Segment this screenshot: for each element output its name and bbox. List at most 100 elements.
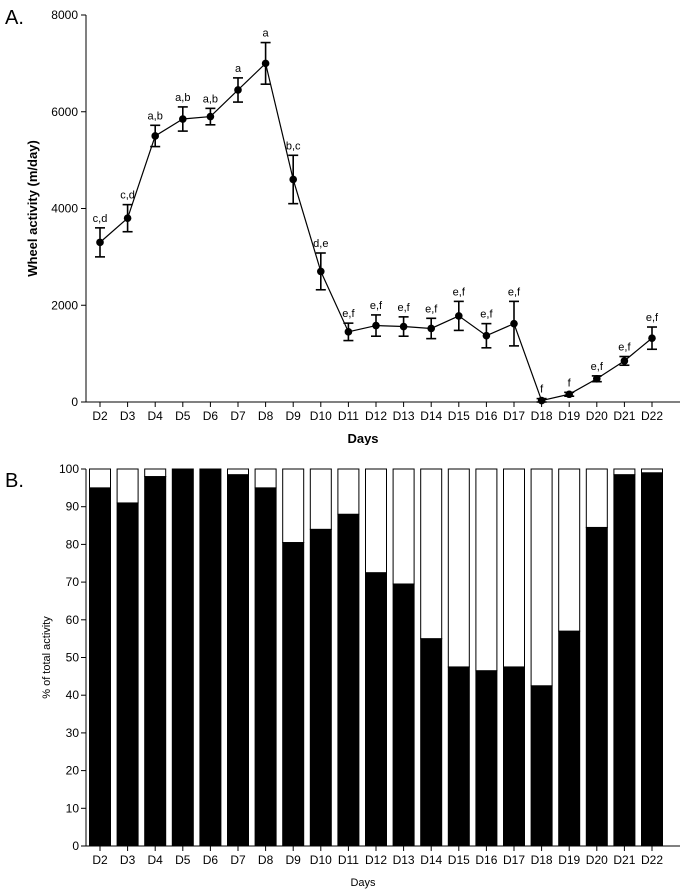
bar-segment-black [585, 526, 608, 847]
x-tick-label-b: D3 [120, 853, 136, 867]
data-point [427, 324, 436, 333]
significance-label: e,f [618, 342, 631, 354]
x-tick-label-b: D15 [448, 853, 470, 867]
bar-segment-black [475, 670, 498, 847]
x-axis-label-b: Days [350, 877, 376, 889]
bar-segment-black [447, 666, 470, 847]
bar-segment-black [530, 685, 553, 847]
x-tick-label-b: D9 [286, 853, 302, 867]
x-tick-label-a: D21 [613, 409, 635, 423]
bar-segment-white [475, 468, 498, 672]
bar-segment-white [585, 468, 608, 528]
x-tick-label-a: D19 [558, 409, 580, 423]
x-tick-label-a: D9 [286, 409, 302, 423]
bar-segment-black [613, 474, 636, 847]
bar-segment-white [227, 468, 249, 476]
y-tick-label-b: 0 [72, 839, 79, 853]
y-tick-label-b: 20 [66, 764, 80, 778]
significance-label: a,b [148, 110, 163, 122]
x-tick-label-b: D10 [310, 853, 332, 867]
significance-label: e,f [591, 361, 604, 373]
y-tick-label-a: 8000 [51, 8, 78, 22]
x-tick-label-a: D15 [448, 409, 470, 423]
bar-segment-white [89, 468, 111, 489]
bar-segment-black [365, 572, 387, 847]
bar-segment-white [392, 468, 415, 585]
data-point [234, 86, 242, 94]
bar-segment-white [420, 468, 443, 640]
x-tick-label-b: D20 [586, 853, 608, 867]
bar-segment-white [282, 468, 305, 544]
y-tick-label-b: 50 [66, 651, 80, 665]
y-tick-label-b: 40 [66, 688, 80, 702]
data-point [537, 396, 546, 405]
data-point [289, 175, 298, 184]
significance-label: a,b [175, 92, 190, 104]
x-tick-label-a: D22 [641, 409, 663, 423]
significance-label: a [263, 28, 270, 40]
x-tick-label-a: D7 [230, 409, 246, 423]
x-tick-label-b: D13 [393, 853, 415, 867]
x-tick-label-b: D11 [338, 853, 359, 867]
x-tick-label-b: D7 [230, 853, 246, 867]
bar-segment-white [447, 468, 470, 668]
x-tick-label-b: D18 [531, 853, 553, 867]
bar-segment-black [558, 630, 581, 847]
data-point [151, 132, 159, 140]
bar-segment-black [199, 468, 222, 847]
x-tick-label-b: D5 [175, 853, 191, 867]
x-tick-label-a: D12 [365, 409, 387, 423]
significance-label: e,f [397, 302, 410, 314]
significance-label: c,d [93, 213, 108, 225]
y-tick-label-b: 60 [66, 613, 80, 627]
x-tick-label-a: D16 [475, 409, 497, 423]
x-tick-label-a: D20 [586, 409, 608, 423]
bar-segment-white [116, 468, 139, 504]
data-point [96, 238, 104, 247]
bar-segment-white [641, 468, 663, 474]
significance-label: e,f [453, 286, 466, 298]
x-axis-label-a: Days [347, 431, 378, 445]
y-axis-label-a: Wheel activity (m/day) [25, 140, 40, 277]
bar-segment-black [337, 513, 360, 847]
x-tick-label-a: D5 [175, 409, 191, 423]
x-tick-label-b: D4 [148, 853, 164, 867]
data-point [565, 390, 573, 399]
significance-label: e,f [508, 286, 521, 298]
bar-segment-black [641, 472, 663, 847]
bar-segment-white [309, 468, 332, 530]
significance-label: c,d [120, 190, 135, 202]
bar-segment-black [309, 528, 332, 847]
bar-segment-white [613, 468, 636, 476]
y-tick-label-b: 80 [66, 537, 80, 551]
significance-label: e,f [425, 303, 438, 315]
x-tick-label-b: D6 [203, 853, 219, 867]
y-tick-label-b: 70 [66, 575, 80, 589]
data-point [455, 312, 463, 320]
x-tick-label-a: D14 [420, 409, 442, 423]
bar-segment-black [420, 638, 443, 847]
bar-segment-white [503, 468, 525, 668]
bar-segment-white [144, 468, 167, 478]
bar-segment-white [558, 468, 581, 632]
significance-label: e,f [646, 312, 659, 324]
bar-segment-black [116, 502, 139, 847]
y-tick-label-b: 10 [66, 801, 80, 815]
significance-label: e,f [370, 300, 383, 312]
y-tick-label-b: 30 [66, 726, 80, 740]
data-point [510, 319, 518, 328]
panel-label-b: B. [5, 470, 24, 492]
data-point [399, 322, 408, 331]
significance-label: e,f [342, 308, 355, 320]
data-point [593, 374, 601, 383]
y-tick-label-b: 90 [66, 500, 80, 514]
x-tick-label-b: D17 [503, 853, 525, 867]
x-tick-label-b: D8 [258, 853, 274, 867]
data-point [123, 214, 132, 222]
y-axis-label-b: % of total activity [41, 616, 53, 699]
data-point [261, 59, 270, 68]
x-tick-label-a: D3 [120, 409, 136, 423]
x-tick-label-a: D11 [338, 409, 359, 423]
bar-segment-white [254, 468, 277, 489]
